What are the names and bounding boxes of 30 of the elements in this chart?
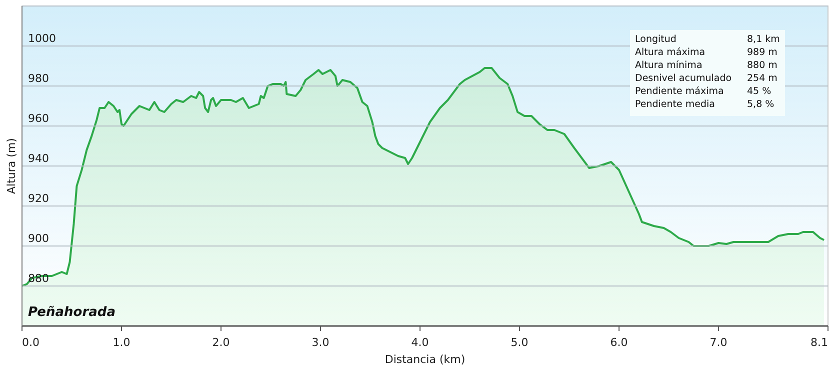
annotation: 45 % <box>747 86 772 97</box>
annotation: 989 m <box>747 47 778 58</box>
x-tick-label: 5.0 <box>510 336 528 349</box>
y-tick-label: 980 <box>28 72 49 85</box>
annotation: Longitud <box>635 34 676 45</box>
annotation: 8,1 km <box>747 34 780 45</box>
annotation: Desnivel acumulado <box>635 73 732 84</box>
y-tick-label: 960 <box>28 112 49 125</box>
x-axis-title: Distancia (km) <box>384 353 466 366</box>
x-tick-label: 0.0 <box>22 336 40 349</box>
y-axis-title: Altura (m) <box>5 138 18 194</box>
x-tick-label: 7.0 <box>710 336 728 349</box>
annotation: 5,8 % <box>747 99 774 110</box>
y-tick-label: 900 <box>28 232 49 245</box>
x-tick-label: 1.0 <box>112 336 130 349</box>
annotation: Pendiente máxima <box>635 86 724 97</box>
annotation: 254 m <box>747 73 778 84</box>
annotation: Peñahorada <box>28 305 116 320</box>
x-tick-label: 2.0 <box>212 336 230 349</box>
x-tick-label: 6.0 <box>610 336 628 349</box>
x-tick-label: 4.0 <box>411 336 429 349</box>
annotation: 880 m <box>747 60 778 71</box>
x-tick-label: 8.1 <box>810 336 828 349</box>
x-tick-label: 3.0 <box>312 336 330 349</box>
y-tick-label: 940 <box>28 152 49 165</box>
y-tick-label: 1000 <box>28 32 56 45</box>
annotation: Altura mínima <box>635 60 702 71</box>
annotation: Pendiente media <box>635 99 715 110</box>
annotation: Altura máxima <box>635 47 706 58</box>
y-tick-label: 920 <box>28 192 49 205</box>
